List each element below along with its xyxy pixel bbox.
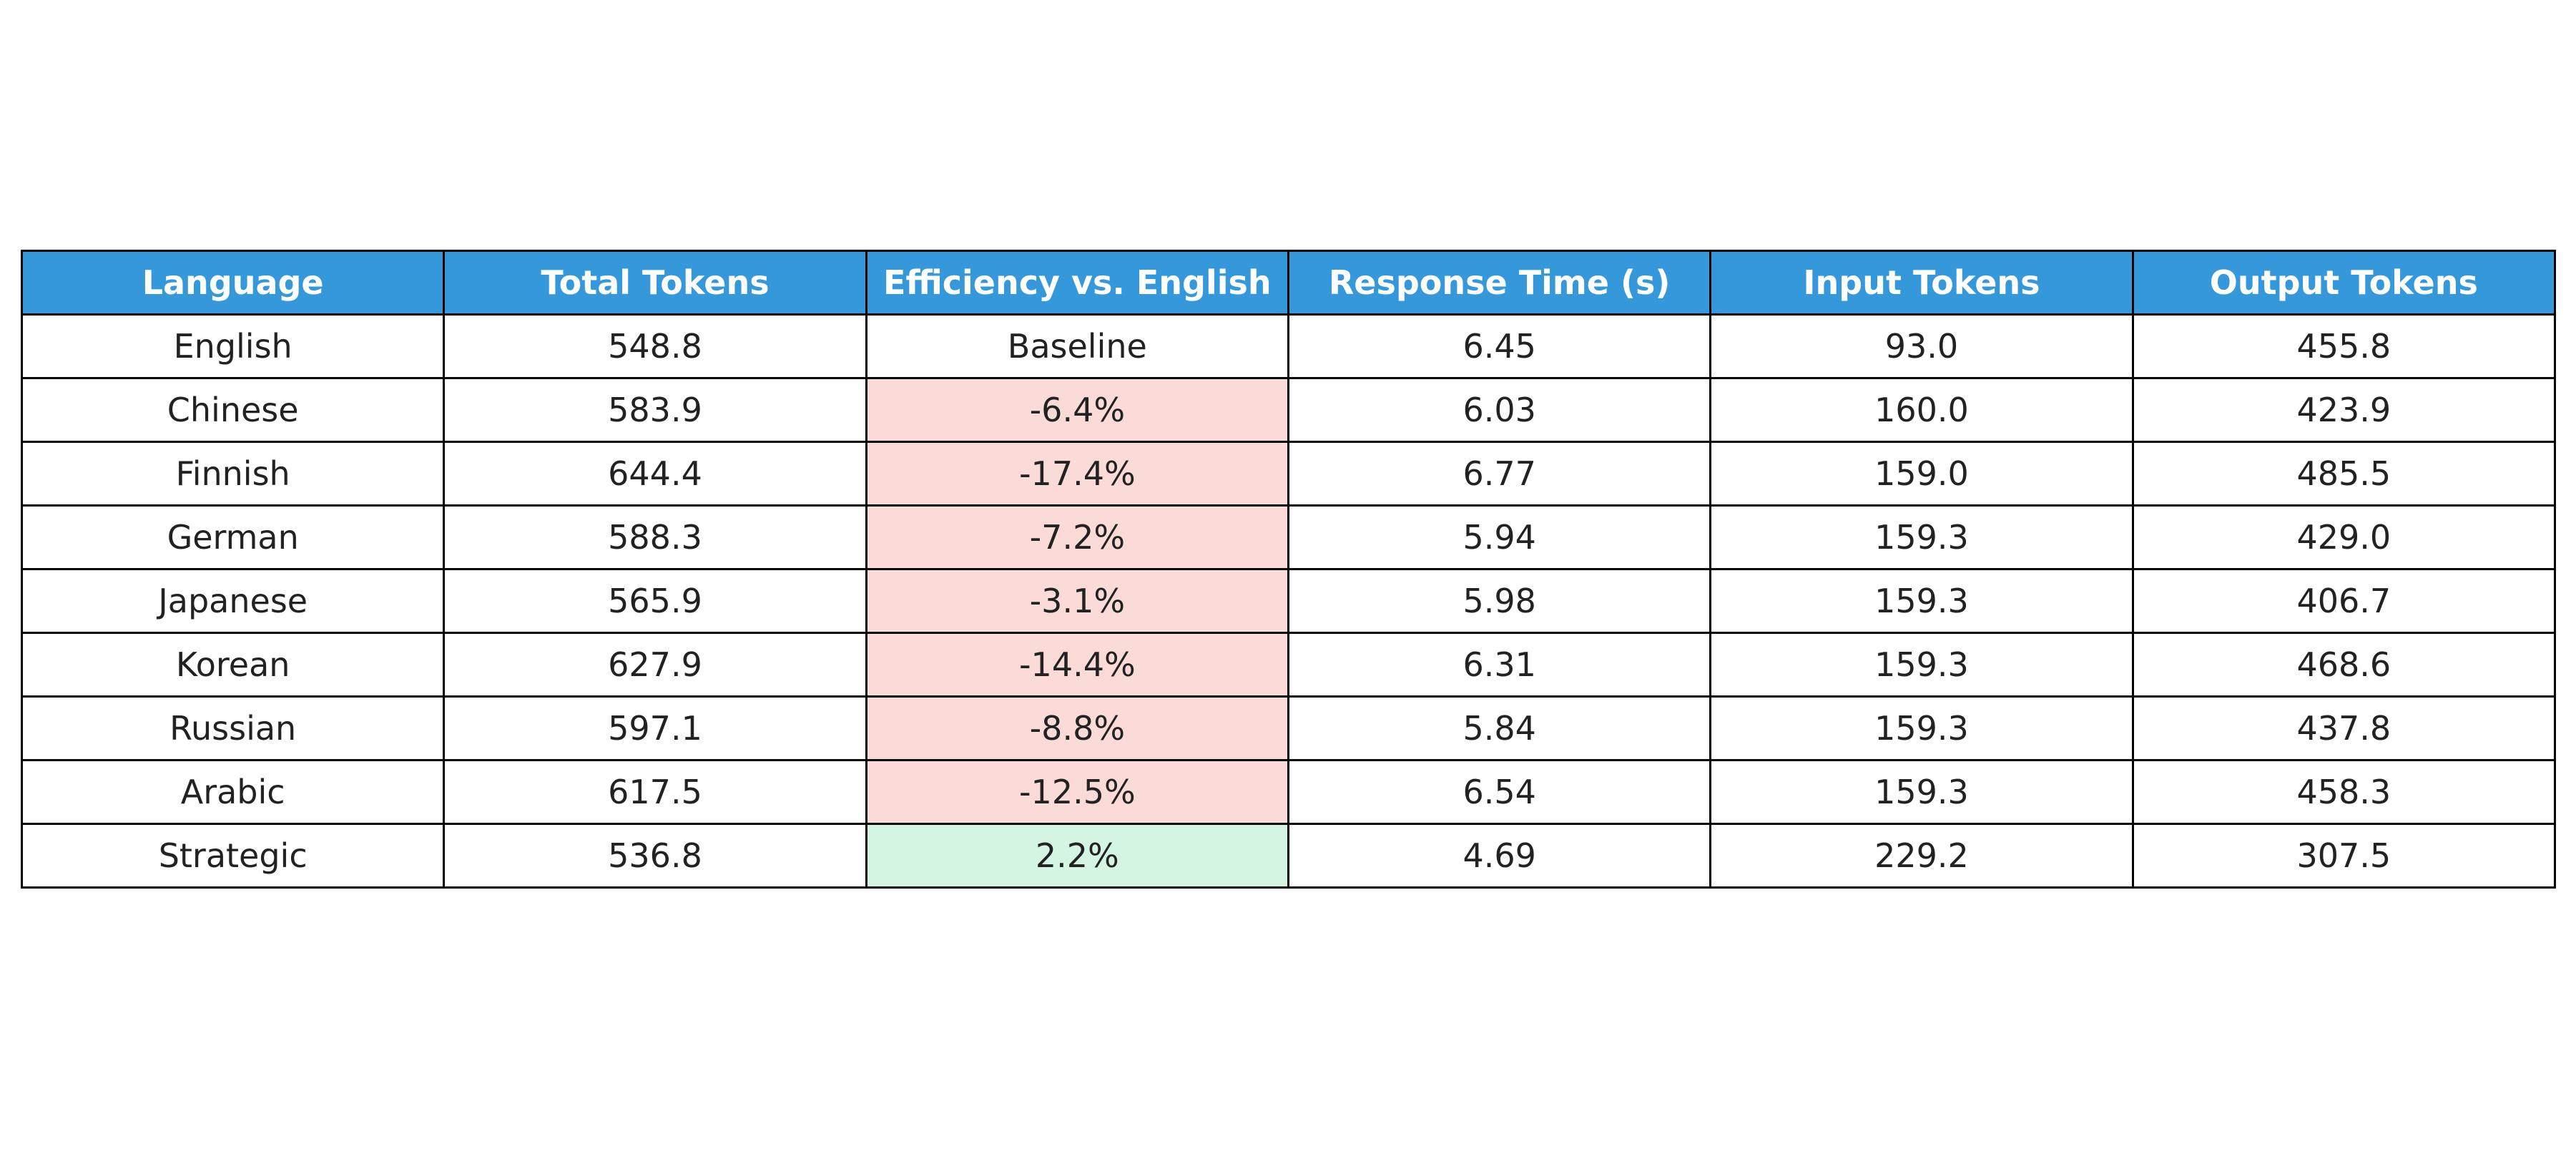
header-input-tokens: Input Tokens (1709, 250, 2134, 316)
cell-response-time: 6.03 (1287, 377, 1712, 443)
cell-total-tokens: 548.8 (443, 313, 867, 379)
cell-language: English (20, 313, 446, 379)
cell-efficiency: 2.2% (865, 823, 1289, 889)
cell-total-tokens: 644.4 (443, 441, 867, 507)
cell-efficiency: -12.5% (865, 759, 1289, 825)
cell-output-tokens: 468.6 (2131, 632, 2557, 698)
cell-language: Korean (20, 632, 446, 698)
cell-input-tokens: 159.3 (1709, 632, 2134, 698)
cell-total-tokens: 617.5 (443, 759, 867, 825)
cell-language: Russian (20, 695, 446, 761)
cell-efficiency: -8.8% (865, 695, 1289, 761)
comparison-table-container: Language Total Tokens Efficiency vs. Eng… (20, 250, 2557, 889)
cell-input-tokens: 159.3 (1709, 759, 2134, 825)
table-row: Strategic 536.8 2.2% 4.69 229.2 307.5 (20, 823, 2557, 889)
cell-input-tokens: 159.3 (1709, 695, 2134, 761)
table-row: Russian 597.1 -8.8% 5.84 159.3 437.8 (20, 695, 2557, 761)
cell-output-tokens: 458.3 (2131, 759, 2557, 825)
header-row: Language Total Tokens Efficiency vs. Eng… (20, 250, 2557, 316)
cell-total-tokens: 597.1 (443, 695, 867, 761)
header-language: Language (20, 250, 446, 316)
cell-total-tokens: 565.9 (443, 568, 867, 634)
header-output-tokens: Output Tokens (2131, 250, 2557, 316)
language-comparison-table: Language Total Tokens Efficiency vs. Eng… (20, 250, 2557, 889)
cell-efficiency: -14.4% (865, 632, 1289, 698)
cell-output-tokens: 429.0 (2131, 504, 2557, 570)
cell-response-time: 6.77 (1287, 441, 1712, 507)
cell-response-time: 6.54 (1287, 759, 1712, 825)
cell-response-time: 6.31 (1287, 632, 1712, 698)
cell-output-tokens: 455.8 (2131, 313, 2557, 379)
cell-input-tokens: 159.0 (1709, 441, 2134, 507)
cell-language: Strategic (20, 823, 446, 889)
cell-language: Japanese (20, 568, 446, 634)
table-row: Korean 627.9 -14.4% 6.31 159.3 468.6 (20, 632, 2557, 698)
cell-efficiency: -7.2% (865, 504, 1289, 570)
cell-efficiency: -17.4% (865, 441, 1289, 507)
cell-language: Finnish (20, 441, 446, 507)
cell-efficiency: -3.1% (865, 568, 1289, 634)
header-efficiency: Efficiency vs. English (865, 250, 1289, 316)
cell-efficiency: -6.4% (865, 377, 1289, 443)
table-row: English 548.8 Baseline 6.45 93.0 455.8 (20, 313, 2557, 379)
cell-output-tokens: 307.5 (2131, 823, 2557, 889)
cell-output-tokens: 485.5 (2131, 441, 2557, 507)
cell-total-tokens: 588.3 (443, 504, 867, 570)
cell-response-time: 5.94 (1287, 504, 1712, 570)
cell-response-time: 4.69 (1287, 823, 1712, 889)
header-response-time: Response Time (s) (1287, 250, 1712, 316)
cell-input-tokens: 93.0 (1709, 313, 2134, 379)
cell-input-tokens: 160.0 (1709, 377, 2134, 443)
cell-response-time: 5.98 (1287, 568, 1712, 634)
cell-total-tokens: 627.9 (443, 632, 867, 698)
table-row: Chinese 583.9 -6.4% 6.03 160.0 423.9 (20, 377, 2557, 443)
cell-efficiency: Baseline (865, 313, 1289, 379)
table-row: Japanese 565.9 -3.1% 5.98 159.3 406.7 (20, 568, 2557, 634)
table-row: Finnish 644.4 -17.4% 6.77 159.0 485.5 (20, 441, 2557, 507)
cell-output-tokens: 406.7 (2131, 568, 2557, 634)
cell-input-tokens: 229.2 (1709, 823, 2134, 889)
cell-language: Arabic (20, 759, 446, 825)
cell-output-tokens: 437.8 (2131, 695, 2557, 761)
header-total-tokens: Total Tokens (443, 250, 867, 316)
cell-input-tokens: 159.3 (1709, 568, 2134, 634)
cell-total-tokens: 583.9 (443, 377, 867, 443)
cell-response-time: 5.84 (1287, 695, 1712, 761)
table-row: Arabic 617.5 -12.5% 6.54 159.3 458.3 (20, 759, 2557, 825)
cell-total-tokens: 536.8 (443, 823, 867, 889)
cell-input-tokens: 159.3 (1709, 504, 2134, 570)
cell-response-time: 6.45 (1287, 313, 1712, 379)
cell-language: Chinese (20, 377, 446, 443)
cell-language: German (20, 504, 446, 570)
cell-output-tokens: 423.9 (2131, 377, 2557, 443)
table-row: German 588.3 -7.2% 5.94 159.3 429.0 (20, 504, 2557, 570)
table-body: English 548.8 Baseline 6.45 93.0 455.8 C… (20, 313, 2557, 889)
